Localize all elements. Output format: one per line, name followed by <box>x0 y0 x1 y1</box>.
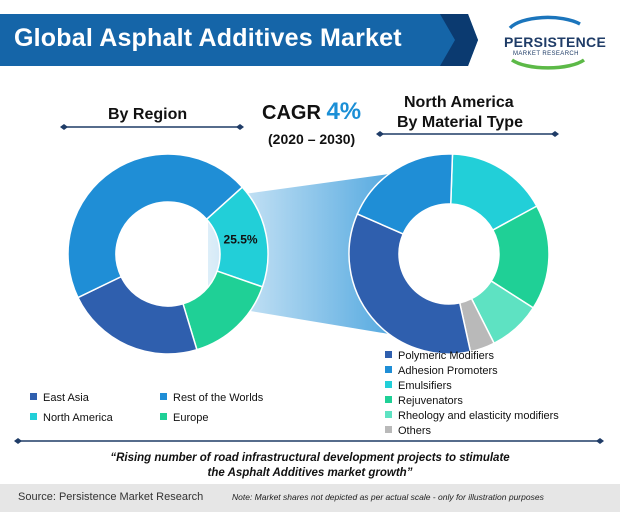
footer-bar: Source: Persistence Market Research Note… <box>0 484 620 512</box>
legend-item-north-america: North America <box>30 412 113 424</box>
quote-line-1: “Rising number of road infrastructural d… <box>110 452 510 464</box>
legend-swatch <box>160 393 167 400</box>
legend-swatch <box>385 381 392 388</box>
legend-item-rest-of-the-worlds: Rest of the Worlds <box>160 392 263 404</box>
material-heading-divider <box>376 131 559 137</box>
cagr-label-group: CAGR 4% <box>262 98 361 126</box>
logo-name: PERSISTENCE <box>504 34 607 50</box>
legend-item-europe: Europe <box>160 412 208 424</box>
persistence-logo-icon <box>508 15 586 70</box>
divider-layer <box>14 124 604 444</box>
legend-swatch <box>385 396 392 403</box>
cagr-period: (2020 – 2030) <box>268 131 356 147</box>
source-text: Source: Persistence Market Research <box>18 491 204 503</box>
material-donut-chart <box>348 153 550 355</box>
legend-item-east-asia: East Asia <box>30 392 89 404</box>
material-heading-line1: North America <box>404 94 514 111</box>
legend-label: Adhesion Promoters <box>398 365 498 377</box>
legend-label: Rheology and elasticity modifiers <box>398 410 559 422</box>
data-label-north-america: 25.5% <box>224 232 258 246</box>
material-heading-line2: By Material Type <box>397 114 523 131</box>
quote-line-2: the Asphalt Additives market growth” <box>207 467 413 479</box>
legend-label: Others <box>398 425 432 437</box>
region-heading: By Region <box>108 106 188 123</box>
footer-note: Note: Market shares not depicted as per … <box>232 492 544 502</box>
legend-item-adhesion-promoters: Adhesion Promoters <box>385 365 498 377</box>
logo-subtitle: MARKET RESEARCH <box>513 51 579 57</box>
charts-canvas: 25.5% <box>14 124 604 444</box>
legend-label: Polymeric Modifiers <box>398 350 494 362</box>
legend-label: East Asia <box>43 392 89 404</box>
legend-item-emulsifiers: Emulsifiers <box>385 380 452 392</box>
page-title: Global Asphalt Additives Market <box>14 24 402 52</box>
legend-label: Rest of the Worlds <box>173 392 264 404</box>
legend-swatch <box>385 366 392 373</box>
legend-item-others: Others <box>385 425 431 437</box>
slice-europe <box>182 270 264 351</box>
legend-label: Rejuvenators <box>398 395 463 407</box>
legend-item-polymeric-modifiers: Polymeric Modifiers <box>385 350 494 362</box>
cagr-label: CAGR <box>262 102 321 124</box>
legend-swatch <box>385 426 392 433</box>
legend-item-rejuvenators: Rejuvenators <box>385 395 463 407</box>
legend-label: Emulsifiers <box>398 380 452 392</box>
region-donut-chart: 25.5% <box>67 153 269 355</box>
region-heading-divider <box>60 124 244 130</box>
legend-swatch <box>30 393 37 400</box>
cagr-value: 4% <box>326 98 362 125</box>
legend-label: North America <box>43 412 113 424</box>
legend-swatch <box>30 413 37 420</box>
legend-divider <box>14 438 604 444</box>
legend-item-rheology-modifiers: Rheology and elasticity modifiers <box>385 410 559 422</box>
slice-polymeric-modifiers <box>348 212 472 355</box>
legend-swatch <box>160 413 167 420</box>
title-banner <box>0 14 478 66</box>
legend-swatch <box>385 411 392 418</box>
slice-rest-of-the-worlds <box>67 153 244 299</box>
legend-label: Europe <box>173 412 209 424</box>
legend-swatch <box>385 351 392 358</box>
slice-adhesion-promoters <box>356 153 454 235</box>
title-banner-shape <box>0 14 478 66</box>
